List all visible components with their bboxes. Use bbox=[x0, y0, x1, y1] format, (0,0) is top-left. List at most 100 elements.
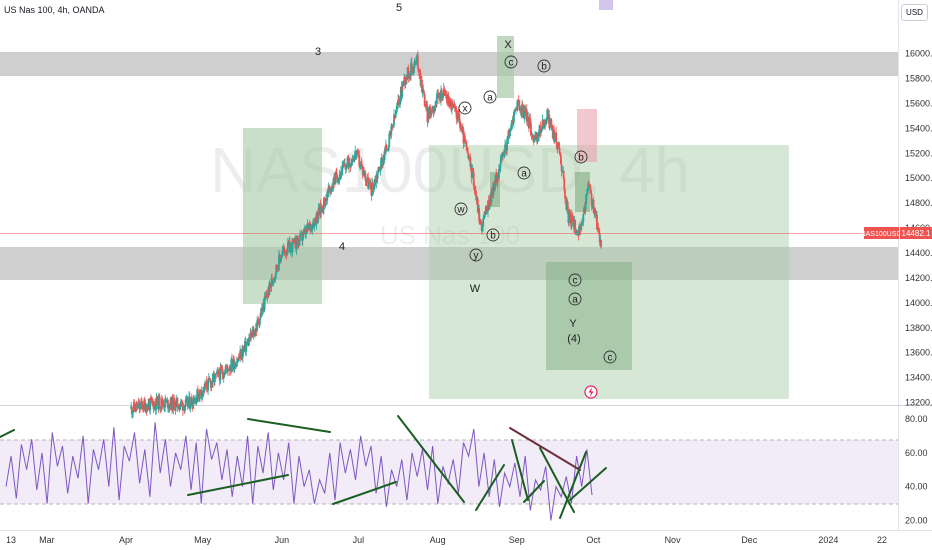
svg-text:c: c bbox=[573, 276, 578, 287]
candle-body bbox=[392, 124, 395, 127]
rsi-trendline-3[interactable] bbox=[247, 418, 331, 433]
rsi-series-line[interactable] bbox=[5, 422, 593, 521]
candle-body bbox=[361, 166, 364, 175]
candle-body bbox=[278, 254, 281, 259]
time-axis[interactable]: 13 Mar Apr May Jun Jul Aug Sep Oct Nov Dec 2024 22 bbox=[6, 535, 887, 545]
candle-body bbox=[167, 399, 169, 409]
candle-body bbox=[172, 398, 175, 409]
price-axis[interactable]: 16000.0 15800.0 15600.0 15400.0 15200.0 15000… bbox=[905, 49, 932, 408]
candle-body bbox=[163, 407, 166, 409]
candle-body bbox=[177, 406, 180, 408]
candle-body bbox=[173, 400, 176, 411]
rsi-axis[interactable]: 80.00 60.00 40.00 20.00 bbox=[905, 414, 928, 526]
candle-body bbox=[485, 206, 487, 215]
rsi-trendline-1[interactable] bbox=[0, 429, 15, 438]
candle-body bbox=[209, 380, 212, 382]
candle-body bbox=[316, 213, 318, 223]
candle-body bbox=[589, 184, 592, 190]
candle-body bbox=[233, 358, 235, 370]
candle-body bbox=[502, 153, 504, 157]
candle-body bbox=[175, 400, 177, 408]
candle-body bbox=[222, 375, 225, 379]
candle-body bbox=[556, 146, 559, 149]
rsi-trendline-6[interactable] bbox=[475, 464, 505, 511]
candle-body bbox=[517, 99, 520, 101]
candle-body bbox=[557, 143, 560, 148]
lower-support-band[interactable] bbox=[0, 247, 898, 280]
rsi-trendline-11[interactable] bbox=[559, 451, 587, 519]
purple-marker[interactable] bbox=[599, 0, 613, 10]
candle-body bbox=[273, 277, 276, 282]
rsi-trendline-12[interactable] bbox=[569, 467, 607, 501]
candle-body bbox=[355, 154, 358, 157]
candle-body bbox=[261, 307, 263, 316]
candle-body bbox=[572, 219, 575, 222]
currency-button[interactable]: USD bbox=[901, 4, 928, 21]
candle-body bbox=[510, 123, 513, 125]
candle-body bbox=[568, 211, 570, 223]
candle-body bbox=[598, 232, 601, 243]
candle-body bbox=[378, 167, 380, 169]
candle-body bbox=[275, 264, 278, 270]
zones-layer bbox=[0, 0, 898, 399]
candle-body bbox=[274, 274, 277, 278]
candle-body bbox=[540, 128, 543, 132]
time-axis-tick: Aug bbox=[430, 535, 446, 545]
candle-body bbox=[280, 258, 282, 262]
candle-body bbox=[519, 110, 521, 112]
candle-body bbox=[302, 231, 305, 238]
candle-body bbox=[548, 114, 551, 128]
candle-body bbox=[331, 187, 334, 189]
circle-label-c-final: c bbox=[603, 350, 617, 364]
event-lightning-icon[interactable] bbox=[584, 385, 598, 399]
candle-body bbox=[243, 347, 246, 349]
green-zone-target[interactable] bbox=[546, 262, 632, 370]
candle-body bbox=[316, 218, 319, 223]
candle-body bbox=[530, 122, 532, 136]
rsi-trendline-9[interactable] bbox=[523, 480, 545, 503]
red-zone[interactable] bbox=[577, 109, 597, 162]
candle-body bbox=[414, 61, 417, 63]
svg-text:a: a bbox=[521, 169, 527, 180]
rsi-trendline-10[interactable] bbox=[539, 447, 575, 513]
candle-body bbox=[445, 95, 448, 100]
green-zone-x[interactable] bbox=[497, 36, 514, 98]
upper-resistance-band[interactable] bbox=[0, 52, 898, 76]
candle-body bbox=[143, 400, 146, 404]
candle-body bbox=[149, 397, 152, 411]
candle-body bbox=[500, 156, 502, 164]
candle-body bbox=[594, 212, 597, 217]
candle-body bbox=[201, 391, 204, 397]
candle-body bbox=[536, 137, 539, 140]
svg-text:y: y bbox=[474, 251, 479, 262]
symbol-title[interactable]: US Nas 100, 4h, OANDA bbox=[4, 5, 105, 15]
candle-body bbox=[351, 159, 354, 163]
price-axis-tick: 14800.0 bbox=[905, 198, 932, 208]
candle-body bbox=[339, 174, 342, 176]
candle-body bbox=[413, 61, 416, 68]
candle-body bbox=[283, 247, 286, 252]
circle-label-x: x bbox=[458, 101, 472, 115]
candle-body bbox=[574, 219, 577, 234]
candle-body bbox=[402, 80, 405, 87]
rsi-trendline-8[interactable] bbox=[511, 439, 529, 501]
rsi-trendline-5[interactable] bbox=[397, 415, 465, 503]
candle-body bbox=[459, 121, 461, 128]
rsi-trendline-7[interactable] bbox=[509, 427, 581, 471]
rsi-trendline-2[interactable] bbox=[187, 474, 289, 496]
green-zone-may-jun[interactable] bbox=[243, 128, 322, 304]
candle-body bbox=[434, 101, 437, 107]
candle-body bbox=[380, 158, 383, 159]
candle-body bbox=[357, 150, 359, 153]
candle-body bbox=[258, 318, 261, 325]
candle-body bbox=[298, 240, 301, 246]
candle-body bbox=[551, 126, 553, 131]
rsi-trendline-4[interactable] bbox=[332, 481, 397, 505]
candle-body bbox=[265, 295, 268, 298]
candle-body bbox=[248, 338, 250, 346]
candle-body bbox=[584, 204, 587, 211]
candle-body bbox=[231, 359, 233, 369]
candle-body bbox=[322, 198, 325, 210]
candle-body bbox=[242, 348, 245, 351]
